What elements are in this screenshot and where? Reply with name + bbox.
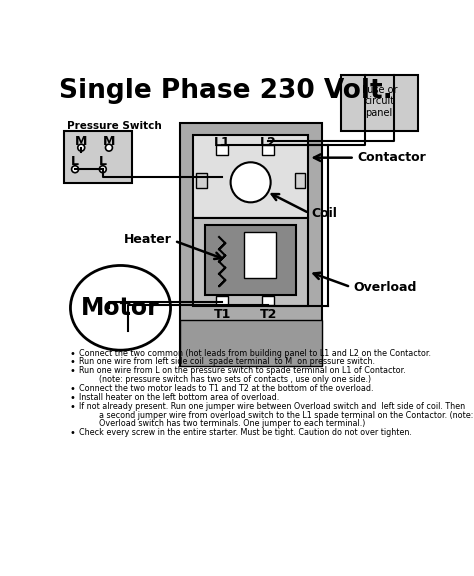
Text: Contactor: Contactor	[357, 151, 426, 164]
Text: Single Phase 230 Volt.: Single Phase 230 Volt.	[59, 78, 393, 104]
Text: T2: T2	[260, 308, 277, 321]
Circle shape	[231, 162, 271, 202]
Text: Install heater on the left bottom area of overload.: Install heater on the left bottom area o…	[79, 393, 279, 402]
Text: Pressure Switch: Pressure Switch	[66, 122, 161, 131]
Text: Connect the two motor leads to T1 and T2 at the bottom of the overload.: Connect the two motor leads to T1 and T2…	[79, 384, 374, 393]
Bar	[244, 232, 276, 278]
Bar	[262, 145, 274, 154]
Text: L: L	[99, 156, 107, 168]
Circle shape	[106, 144, 112, 151]
Text: Check every screw in the entire starter. Must be tight. Caution do not over tigh: Check every screw in the entire starter.…	[79, 429, 412, 437]
Text: Overload: Overload	[353, 281, 417, 294]
Bar	[193, 218, 309, 306]
Text: Run one wire from L on the pressure switch to spade terminal on L1 of Contactor.: Run one wire from L on the pressure swit…	[79, 366, 406, 376]
Bar	[64, 131, 132, 183]
Text: •: •	[70, 429, 75, 438]
Text: •: •	[70, 402, 75, 412]
Text: •: •	[70, 393, 75, 403]
Bar	[262, 295, 274, 305]
Text: M: M	[75, 135, 87, 149]
Bar	[193, 135, 309, 218]
Text: Coil: Coil	[311, 207, 337, 219]
Text: Fuse or
circuit
panel.: Fuse or circuit panel.	[362, 85, 398, 118]
Bar	[216, 295, 228, 305]
Bar	[180, 320, 322, 366]
Circle shape	[72, 166, 79, 173]
Text: Motor: Motor	[81, 296, 160, 320]
Text: L1: L1	[214, 136, 230, 149]
Text: L2: L2	[260, 136, 277, 149]
Bar	[196, 173, 207, 188]
Text: If not already present. Run one jumper wire between Overload switch and  left si: If not already present. Run one jumper w…	[79, 402, 465, 411]
Bar	[216, 145, 228, 154]
Bar	[205, 225, 296, 295]
Text: Run one wire from left side coil  spade terminal  to M  on pressure switch.: Run one wire from left side coil spade t…	[79, 358, 375, 366]
Text: •: •	[70, 384, 75, 394]
Bar	[294, 173, 305, 188]
Text: •: •	[70, 348, 75, 359]
Text: Overload switch has two terminals. One jumper to each terminal.): Overload switch has two terminals. One j…	[79, 419, 365, 429]
Text: Connect the two common (hot leads from building panel to L1 and L2 on the Contac: Connect the two common (hot leads from b…	[79, 348, 431, 358]
Circle shape	[78, 144, 85, 151]
Bar	[341, 75, 419, 131]
Text: M: M	[103, 135, 115, 149]
Text: Heater: Heater	[124, 233, 172, 246]
Text: L: L	[71, 156, 79, 168]
Ellipse shape	[71, 266, 171, 350]
Circle shape	[100, 166, 106, 173]
Text: •: •	[70, 366, 75, 376]
Text: •: •	[70, 358, 75, 367]
Text: (note: pressure switch has two sets of contacts , use only one side.): (note: pressure switch has two sets of c…	[79, 375, 371, 384]
Text: T1: T1	[213, 308, 231, 321]
Bar	[180, 123, 322, 366]
Text: a second jumper wire from overload switch to the L1 spade terminal on the Contac: a second jumper wire from overload switc…	[79, 411, 474, 419]
